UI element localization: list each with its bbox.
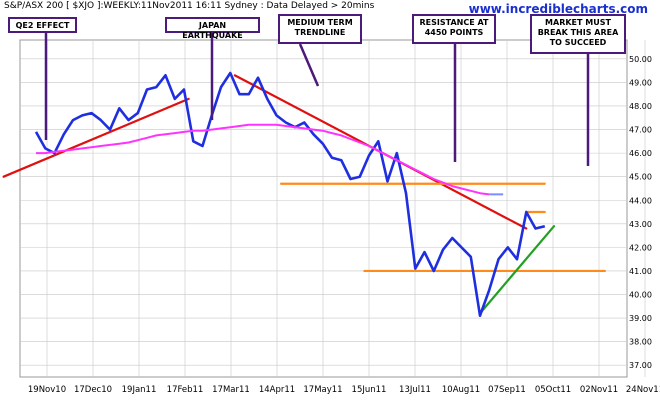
x-tick-label-1: 17Dec10	[74, 385, 112, 395]
chart-header-info: S&P/ASX 200 [ $XJO ]:WEEKLY:11Nov2011 16…	[4, 1, 375, 11]
y-tick-label-8: 45.00	[629, 173, 652, 182]
y-tick-label-9: 46.00	[629, 149, 652, 158]
series-moving-average	[36, 123, 490, 196]
x-tick-label-0: 19Nov10	[28, 385, 66, 395]
x-tick-label-8: 13Jul11	[399, 385, 431, 395]
annotation-resistance-4450: RESISTANCE AT 4450 POINTS	[412, 14, 496, 44]
x-tick-label-12: 02Nov11	[580, 385, 618, 395]
y-tick-label-7: 44.00	[629, 196, 652, 205]
line-qe2-trendline	[2, 97, 190, 178]
y-tick-label-4: 41.00	[629, 267, 652, 276]
annotation-market-must-break: MARKET MUST BREAK THIS AREA TO SUCCEED	[530, 14, 626, 54]
annotation-japan-earthquake: JAPAN EARTHQUAKE	[165, 17, 260, 40]
x-tick-label-9: 10Aug11	[442, 385, 480, 395]
y-tick-label-6: 43.00	[629, 220, 652, 229]
x-tick-label-13: 24Nov11	[626, 385, 660, 395]
y-tick-label-5: 42.00	[629, 243, 652, 252]
x-tick-label-2: 19Jan11	[122, 385, 157, 395]
brand-watermark: www.incrediblecharts.com	[468, 2, 648, 16]
series-price	[34, 71, 546, 318]
y-tick-label-0: 37.00	[629, 361, 652, 370]
y-tick-label-1: 38.00	[629, 338, 652, 347]
annotation-medium-term-trendline: MEDIUM TERM TRENDLINE	[278, 14, 362, 44]
x-tick-label-10: 07Sep11	[488, 385, 526, 395]
line-rising-trendline	[478, 225, 556, 315]
y-tick-label-10: 47.00	[629, 126, 652, 135]
y-tick-label-11: 48.00	[629, 102, 652, 111]
x-tick-label-7: 15Jun11	[352, 385, 387, 395]
chart-background	[0, 14, 660, 400]
x-tick-label-6: 17May11	[303, 385, 342, 395]
y-tick-label-2: 39.00	[629, 314, 652, 323]
y-tick-label-12: 49.00	[629, 78, 652, 87]
x-tick-label-3: 17Feb11	[167, 385, 204, 395]
pointer-trend	[298, 43, 320, 87]
x-tick-label-5: 14Apr11	[259, 385, 295, 395]
y-tick-label-3: 40.00	[629, 291, 652, 300]
x-tick-label-11: 05Oct11	[535, 385, 571, 395]
annotation-qe2-effect: QE2 EFFECT	[8, 17, 77, 33]
y-tick-label-13: 50.00	[629, 55, 652, 64]
x-tick-label-4: 17Mar11	[212, 385, 250, 395]
